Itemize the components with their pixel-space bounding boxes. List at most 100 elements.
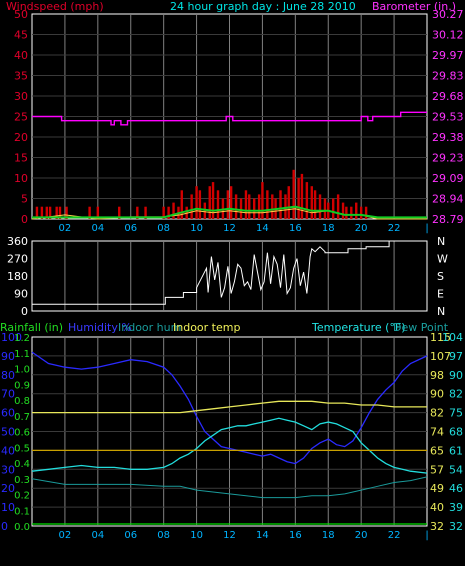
rainfall-tick-label: 0.4: [14, 459, 30, 470]
temperature-tick-label: 98: [430, 369, 444, 382]
windspeed-bar: [345, 206, 348, 219]
temperature-grid: [32, 337, 427, 526]
direction-degree-label: 180: [7, 270, 28, 283]
windspeed-bar: [257, 194, 261, 219]
humidity-tick-label: 40: [1, 444, 15, 457]
barometer-tick-label: 30.27: [432, 8, 464, 21]
rainfall-tick-label: 0.1: [14, 506, 30, 517]
windspeed-tick-label: 30: [14, 90, 28, 103]
legend-indoor-temp: Indoor temp: [173, 321, 240, 334]
windspeed-bar: [239, 198, 243, 219]
time-tick-label: 10: [190, 530, 203, 541]
windspeed-bar: [336, 194, 340, 219]
time-tick-label: 22: [388, 223, 401, 234]
windspeed-tick-label: 10: [14, 172, 28, 185]
windspeed-bar: [45, 206, 49, 219]
windspeed-tick-label: 35: [14, 70, 28, 83]
rainfall-tick-label: 1.2: [14, 333, 30, 344]
windspeed-bar: [297, 178, 300, 219]
temperature-line: [31, 417, 428, 474]
rainfall-tick-label: 0.6: [14, 428, 30, 439]
wind-direction-line: [32, 240, 427, 305]
wind-direction-tick-labels: 360 N 270 W 180 S 90 E 0 N: [7, 235, 448, 318]
barometer-tick-label: 29.23: [432, 152, 464, 165]
barometer-tick-label: 28.79: [432, 213, 464, 226]
wind-gust-series: [32, 205, 427, 219]
temperature-tick-label: 107: [430, 350, 451, 363]
humidity-tick-label: 30: [1, 463, 15, 476]
temperature-tick-label: 65: [430, 444, 444, 457]
rainfall-tick-label: 0.0: [14, 522, 30, 533]
windspeed-bar: [331, 198, 335, 219]
temperature-tick-label: 40: [430, 501, 444, 514]
humidity-tick-label: 20: [1, 482, 15, 495]
windspeed-bar: [292, 169, 295, 219]
wind-gust-line: [32, 205, 427, 219]
compass-label: W: [437, 253, 448, 266]
windspeed-bar: [58, 206, 62, 219]
compass-label: S: [437, 270, 444, 283]
windspeed-axis-label: Windspeed (mph): [6, 0, 104, 13]
windspeed-bar: [136, 206, 139, 219]
windspeed-bar: [252, 198, 256, 219]
rainfall-tick-label: 0.2: [14, 491, 30, 502]
windspeed-bar: [248, 194, 251, 219]
windspeed-bar: [229, 186, 233, 219]
humidity-tick-label: 10: [1, 501, 15, 514]
legend-dew-point: Dew Point: [393, 321, 449, 334]
windspeed-bar: [48, 206, 52, 219]
windspeed-bar: [234, 194, 238, 219]
barometer-tick-label: 30.12: [432, 29, 464, 42]
time-tick-label: 04: [91, 530, 104, 541]
windspeed-bar: [65, 206, 68, 219]
windspeed-tick-label: 20: [14, 131, 28, 144]
windspeed-bar: [323, 198, 327, 219]
indoor-humidity-line: [31, 476, 428, 499]
time-tick-label: 16: [289, 223, 302, 234]
windspeed-bar: [266, 190, 269, 219]
legend-indoor-hum: Indoor hum: [118, 321, 181, 334]
time-tick-label: 04: [91, 223, 104, 234]
barometer-tick-label: 29.68: [432, 90, 464, 103]
time-tick-label: 22: [388, 530, 401, 541]
rainfall-tick-label: 0.7: [14, 412, 30, 423]
temperature-alt-tick-label: 61: [449, 444, 463, 457]
time-tick-label: |: [425, 223, 428, 234]
barometer-tick-label: 29.53: [432, 111, 464, 124]
temperature-tick-label: 82: [430, 407, 444, 420]
time-tick-label: 10: [190, 223, 203, 234]
wind-direction-grid: [64, 241, 395, 311]
windspeed-bar: [287, 186, 290, 219]
time-tick-label: 16: [289, 530, 302, 541]
windspeed-tick-label: 0: [21, 213, 28, 226]
temperature-tick-label: 90: [430, 388, 444, 401]
temperature-tick-label: 57: [430, 463, 444, 476]
humidity-tick-label: 60: [1, 407, 15, 420]
temperature-alt-tick-label: 46: [449, 482, 463, 495]
windspeed-bar: [261, 182, 264, 219]
windspeed-bar: [96, 206, 100, 219]
windspeed-tick-label: 50: [14, 8, 28, 21]
humidity-tick-label: 100: [1, 331, 22, 344]
windspeed-series: [35, 169, 368, 219]
temperature-alt-tick-label: 75: [449, 407, 463, 420]
time-tick-label: 06: [124, 223, 137, 234]
temperature-alt-tick-label: 54: [449, 463, 463, 476]
windspeed-tick-label: 25: [14, 111, 28, 124]
windspeed-bar: [341, 202, 345, 219]
time-tick-label: 08: [157, 530, 170, 541]
windspeed-bar: [211, 182, 215, 219]
wind-direction-series: [32, 240, 427, 305]
time-tick-label: 20: [355, 530, 368, 541]
windspeed-bar: [216, 190, 220, 219]
legend-humidity: Humidity %: [68, 321, 132, 334]
humidity-tick-label: 90: [1, 350, 15, 363]
time-tick-label: 12: [223, 223, 236, 234]
barometer-line: [32, 111, 427, 126]
windspeed-bar: [355, 202, 358, 219]
temperature-alt-tick-label: 68: [449, 426, 463, 439]
rainfall-tick-label: 0.8: [14, 396, 30, 407]
